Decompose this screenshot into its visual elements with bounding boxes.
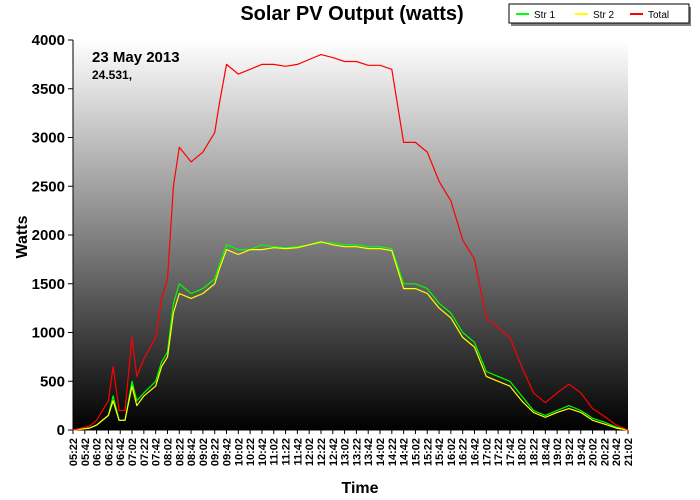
- x-tick-label: 19:42: [576, 438, 588, 466]
- y-axis: 0 500 1000 1500 2000 2500 3000 3500 4000: [32, 32, 74, 439]
- x-tick-label: 20:42: [611, 438, 623, 466]
- y-tick-label: 4000: [32, 32, 65, 49]
- x-tick-label: 08:22: [174, 438, 186, 466]
- x-tick-label: 15:42: [434, 438, 446, 466]
- legend-box: [508, 3, 690, 24]
- x-tick-label: 16:22: [458, 438, 470, 466]
- x-tick-label: 13:02: [340, 438, 352, 466]
- chart-title: Solar PV Output (watts): [240, 3, 463, 25]
- x-tick-label: 07:42: [151, 438, 163, 466]
- series-line-str-2: [72, 241, 629, 431]
- x-tick-label: 10:22: [245, 438, 257, 466]
- x-tick-label: 20:02: [588, 438, 600, 466]
- plot-area: [73, 40, 628, 430]
- x-tick-label: 12:02: [304, 438, 316, 466]
- x-tick-label: 17:42: [505, 438, 517, 466]
- y-tick-label: 3500: [32, 81, 65, 98]
- x-tick-label: 13:22: [351, 438, 363, 466]
- x-tick-label: 09:02: [198, 438, 210, 466]
- x-tick-label: 08:42: [186, 438, 198, 466]
- x-tick-label: 16:42: [469, 438, 481, 466]
- x-tick-label: 21:02: [623, 438, 635, 466]
- x-tick-label: 17:22: [493, 438, 505, 466]
- x-tick-label: 12:22: [316, 438, 328, 466]
- x-tick-label: 15:22: [422, 438, 434, 466]
- x-axis-label: Time: [341, 480, 378, 497]
- y-tick-label: 2500: [32, 178, 65, 195]
- legend: Str 1 Str 2 Total: [508, 3, 691, 26]
- y-tick-label: 500: [40, 373, 65, 390]
- x-tick-label: 07:22: [139, 438, 151, 466]
- series-lines: [72, 53, 629, 431]
- x-tick-label: 15:02: [410, 438, 422, 466]
- date-annotation: 23 May 2013: [92, 49, 180, 66]
- x-tick-label: 18:22: [529, 438, 541, 466]
- y-tick-label: 2000: [32, 227, 65, 244]
- x-tick-label: 18:02: [517, 438, 529, 466]
- x-tick-label: 16:02: [446, 438, 458, 466]
- x-tick-label: 18:42: [540, 438, 552, 466]
- x-tick-label: 07:02: [127, 438, 139, 466]
- x-tick-label: 06:22: [103, 438, 115, 466]
- x-tick-label: 11:22: [281, 438, 293, 466]
- x-tick-label: 09:42: [222, 438, 234, 466]
- x-tick-label: 19:22: [564, 438, 576, 466]
- x-tick-label: 10:42: [257, 438, 269, 466]
- x-tick-label: 06:02: [92, 438, 104, 466]
- legend-label-total: Total: [648, 10, 669, 21]
- x-tick-label: 14:42: [399, 438, 411, 466]
- legend-label-str-2: Str 2: [593, 10, 615, 21]
- x-tick-label: 08:02: [162, 438, 174, 466]
- x-tick-label: 19:02: [552, 438, 564, 466]
- x-tick-label: 06:42: [115, 438, 127, 466]
- x-tick-label: 14:22: [387, 438, 399, 466]
- legend-label-str-1: Str 1: [534, 10, 556, 21]
- y-tick-label: 3000: [32, 130, 65, 147]
- x-tick-label: 11:42: [292, 438, 304, 466]
- x-tick-label: 10:02: [233, 438, 245, 466]
- y-axis-label: Watts: [14, 215, 31, 258]
- y-tick-label: 0: [57, 422, 65, 439]
- x-tick-label: 12:42: [328, 438, 340, 466]
- x-tick-label: 05:42: [80, 438, 92, 466]
- series-line-total: [72, 53, 629, 431]
- y-tick-label: 1000: [32, 325, 65, 342]
- x-tick-label: 13:42: [363, 438, 375, 466]
- x-tick-label: 20:22: [599, 438, 611, 466]
- x-tick-label: 11:02: [269, 438, 281, 466]
- x-tick-label: 17:02: [481, 438, 493, 466]
- x-axis: 05:22 05:42 06:02 06:22 06:42 07:02 07:22 07:42…: [68, 429, 635, 466]
- x-tick-label: 09:22: [210, 438, 222, 466]
- x-tick-label: 14:02: [375, 438, 387, 466]
- energy-annotation: 24.531,: [92, 68, 132, 82]
- y-tick-label: 1500: [32, 276, 65, 293]
- x-tick-label: 05:22: [68, 438, 80, 466]
